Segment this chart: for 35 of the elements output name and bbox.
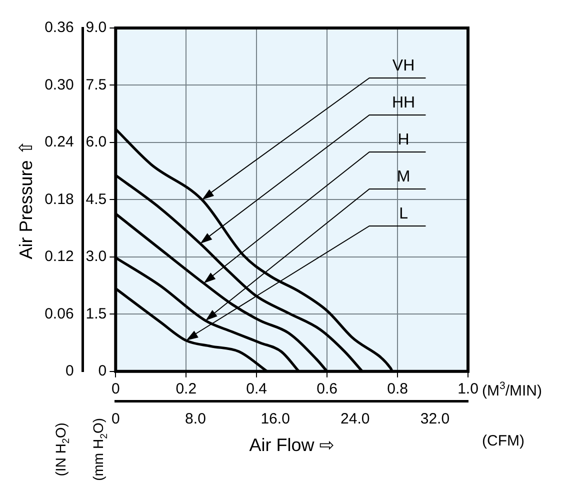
text: H xyxy=(398,131,410,148)
x2-tick-label: 24.0 xyxy=(340,410,370,428)
y2-tick-label: 1.5 xyxy=(86,305,107,322)
y-tick-label: 0.18 xyxy=(44,190,74,208)
y-tick-label: 0.12 xyxy=(44,248,74,266)
y-tick-label: 0.36 xyxy=(44,19,74,36)
x-tick-label: 0.8 xyxy=(387,380,408,398)
x2-tick-label: 0 xyxy=(111,410,120,428)
text: (mm H2O) xyxy=(90,418,110,481)
y2-tick-label: 9.0 xyxy=(86,19,107,36)
x2-tick-label: 32.0 xyxy=(420,410,450,428)
text: VH xyxy=(392,57,415,74)
x-tick-label: 0 xyxy=(111,380,120,398)
text: M xyxy=(396,168,410,186)
x-tick-label: 0.4 xyxy=(246,380,268,398)
text: HH xyxy=(392,94,416,112)
x-tick-label: 1.0 xyxy=(458,380,478,398)
x-tick-label: 0.2 xyxy=(176,380,197,398)
y-tick-label: 0.24 xyxy=(44,134,74,151)
y-axis-title: Air Pressure ⇧ xyxy=(16,140,36,260)
x2-tick-label: 8.0 xyxy=(185,410,206,428)
y2-tick-label: 0 xyxy=(98,362,107,380)
y2-tick-label: 6.0 xyxy=(86,134,107,151)
y-tick-label: 0.30 xyxy=(44,76,74,94)
y2-tick-label: 7.5 xyxy=(86,76,107,94)
y2-tick-label: 4.5 xyxy=(86,190,107,208)
y-tick-label: 0.06 xyxy=(44,305,74,322)
y2-tick-label: 3.0 xyxy=(86,248,107,266)
text: (CFM) xyxy=(482,432,524,450)
text: L xyxy=(399,205,408,222)
x-tick-label: 0.6 xyxy=(316,380,338,398)
y-tick-label: 0 xyxy=(65,362,74,380)
text: (IN H2O) xyxy=(52,422,72,476)
x-axis-title: Air Flow ⇨ xyxy=(249,435,334,456)
x2-tick-label: 16.0 xyxy=(260,410,290,428)
